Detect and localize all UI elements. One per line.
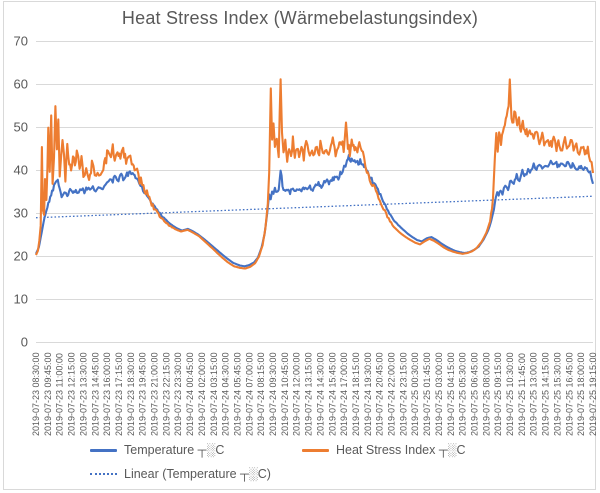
x-axis-tick-label: 2019-07-23 13:30:00	[78, 352, 88, 436]
x-axis-tick-label: 2019-07-25 01:45:00	[422, 352, 432, 436]
linear-trend-line-swatch	[90, 473, 117, 475]
y-axis-tick-label: 20	[14, 249, 28, 264]
x-axis-tick-label: 2019-07-23 16:00:00	[102, 352, 112, 436]
x-axis-tick-label: 2019-07-24 14:30:00	[315, 352, 325, 436]
y-axis-tick-label: 40	[14, 163, 28, 178]
x-axis-tick-label: 2019-07-23 22:15:00	[161, 352, 171, 436]
x-axis-tick-label: 2019-07-23 11:00:00	[55, 353, 65, 436]
x-axis-tick-label: 2019-07-23 21:00:00	[150, 352, 160, 436]
x-axis-tick-label: 2019-07-24 13:15:00	[304, 352, 314, 436]
y-axis-tick-label: 30	[14, 206, 28, 221]
x-axis-tick-label: 2019-07-25 14:15:00	[541, 352, 551, 436]
x-axis-tick-label: 2019-07-25 13:00:00	[529, 352, 539, 436]
gridlines	[36, 41, 593, 343]
y-axis-labels: 0 10 20 30 40 50 60 70	[14, 34, 28, 350]
x-axis-tick-label: 2019-07-23 12:15:00	[67, 352, 77, 436]
legend-label-heat-stress-index: Heat Stress Index ┬░C	[336, 443, 466, 457]
x-axis-tick-label: 2019-07-24 19:30:00	[363, 352, 373, 436]
heat-stress-index-line	[35, 78, 595, 270]
legend-label-temperature: Temperature ┬░C	[124, 443, 225, 457]
heat-stress-index-line-swatch	[302, 448, 329, 452]
x-axis-tick-label: 2019-07-24 02:00:00	[197, 352, 207, 436]
legend-item-linear-trend: Linear (Temperature ┬░C)	[90, 467, 271, 481]
x-axis-tick-label: 2019-07-24 09:30:00	[268, 352, 278, 436]
x-axis-tick-label: 2019-07-25 04:15:00	[446, 352, 456, 436]
y-axis-tick-label: 0	[21, 335, 28, 350]
x-axis-tick-label: 2019-07-24 00:45:00	[185, 352, 195, 436]
chart-title: Heat Stress Index (Wärmebelastungsindex)	[121, 8, 479, 28]
x-axis-labels: 2019-07-23 08:30:00 2019-07-23 09:45:00 20…	[31, 352, 598, 436]
x-axis-tick-label: 2019-07-24 15:45:00	[327, 352, 337, 436]
x-axis-tick-label: 2019-07-25 19:15:00	[588, 352, 598, 436]
x-axis-tick-label: 2019-07-24 04:30:00	[221, 352, 231, 436]
series-lines	[35, 78, 595, 270]
x-axis-tick-label: 2019-07-24 18:15:00	[351, 352, 361, 436]
x-axis-tick-label: 2019-07-25 05:30:00	[458, 352, 468, 436]
x-axis-tick-label: 2019-07-25 15:30:00	[552, 352, 562, 436]
x-axis-tick-label: 2019-07-25 16:45:00	[564, 352, 574, 436]
x-axis-tick-label: 2019-07-23 08:30:00	[31, 352, 41, 436]
x-axis-tick-label: 2019-07-23 14:45:00	[90, 352, 100, 436]
x-axis-tick-label: 2019-07-24 23:15:00	[398, 352, 408, 436]
linear-temperature-line	[36, 195, 594, 219]
x-axis-tick-label: 2019-07-24 12:00:00	[292, 352, 302, 436]
x-axis-tick-label: 2019-07-24 10:45:00	[280, 352, 290, 436]
chart-border	[3, 1, 596, 490]
x-axis-tick-label: 2019-07-23 19:45:00	[138, 352, 148, 436]
x-axis-tick-label: 2019-07-25 03:00:00	[434, 352, 444, 436]
x-axis-tick-label: 2019-07-24 08:15:00	[256, 352, 266, 436]
x-axis-tick-label: 2019-07-25 18:00:00	[576, 352, 586, 436]
x-axis-tick-label: 2019-07-25 09:15:00	[493, 352, 503, 436]
x-axis-tick-label: 2019-07-24 05:45:00	[233, 352, 243, 436]
x-axis-tick-label: 2019-07-24 22:00:00	[387, 352, 397, 436]
x-axis-tick-label: 2019-07-25 08:00:00	[481, 352, 491, 436]
x-axis-tick-label: 2019-07-25 00:30:00	[410, 352, 420, 436]
temperature-line	[35, 153, 595, 268]
y-axis-tick-label: 10	[14, 292, 28, 307]
x-axis-tick-label: 2019-07-25 10:30:00	[505, 352, 515, 436]
x-axis-tick-label: 2019-07-24 03:15:00	[209, 352, 219, 436]
temperature-line-swatch	[90, 448, 117, 452]
x-axis-tick-label: 2019-07-25 06:45:00	[470, 352, 480, 436]
legend-label-linear-trend: Linear (Temperature ┬░C)	[124, 467, 271, 481]
legend-item-temperature: Temperature ┬░C	[90, 443, 224, 457]
x-axis-tick-label: 2019-07-23 09:45:00	[43, 352, 53, 436]
x-axis-tick-label: 2019-07-24 07:00:00	[244, 352, 254, 436]
y-axis-tick-label: 50	[14, 120, 28, 135]
x-axis-tick-label: 2019-07-24 20:45:00	[375, 352, 385, 436]
legend-item-heat-stress-index: Heat Stress Index ┬░C	[302, 443, 466, 457]
y-axis-tick-label: 60	[14, 77, 28, 92]
x-axis-tick-label: 2019-07-23 23:30:00	[173, 352, 183, 436]
x-axis-tick-label: 2019-07-24 17:00:00	[339, 352, 349, 436]
x-axis-tick-label: 2019-07-23 18:30:00	[126, 352, 136, 436]
x-axis-tick-label: 2019-07-23 17:15:00	[114, 352, 124, 436]
y-axis-tick-label: 70	[14, 34, 28, 49]
x-axis-tick-label: 2019-07-25 11:45:00	[517, 353, 527, 436]
